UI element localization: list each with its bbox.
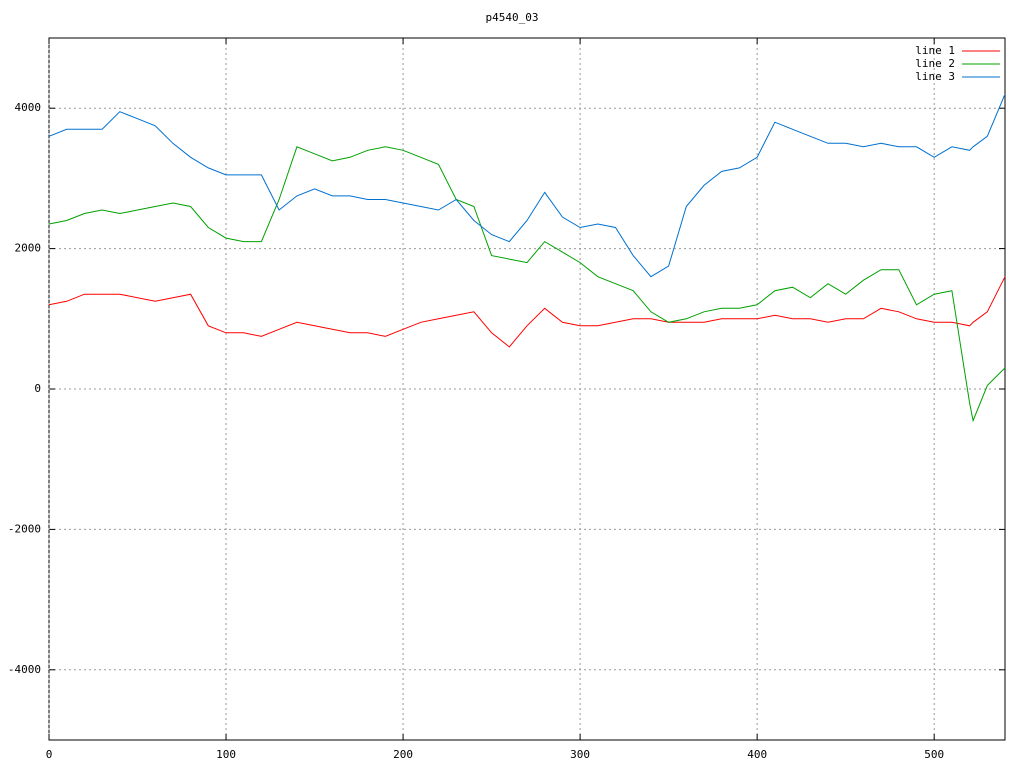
y-tick-label: 2000 (15, 242, 42, 255)
y-tick-label: -2000 (8, 522, 41, 535)
data-line (48, 94, 1006, 278)
x-tick-label: 500 (924, 748, 944, 761)
data-line (48, 276, 1006, 348)
legend-label: line 3 (915, 70, 955, 83)
y-tick-label: 0 (34, 382, 41, 395)
chart-title: p4540_03 (486, 11, 539, 24)
plot-frame (48, 37, 1006, 741)
x-tick-label: 0 (46, 748, 53, 761)
legend-label: line 2 (915, 57, 955, 70)
x-tick-label: 300 (570, 748, 590, 761)
y-tick-label: 4000 (15, 101, 42, 114)
y-tick-label: -4000 (8, 663, 41, 676)
data-line (48, 146, 1006, 423)
legend-label: line 1 (915, 44, 955, 57)
x-tick-label: 200 (393, 748, 413, 761)
x-tick-label: 400 (747, 748, 767, 761)
x-tick-label: 100 (216, 748, 236, 761)
